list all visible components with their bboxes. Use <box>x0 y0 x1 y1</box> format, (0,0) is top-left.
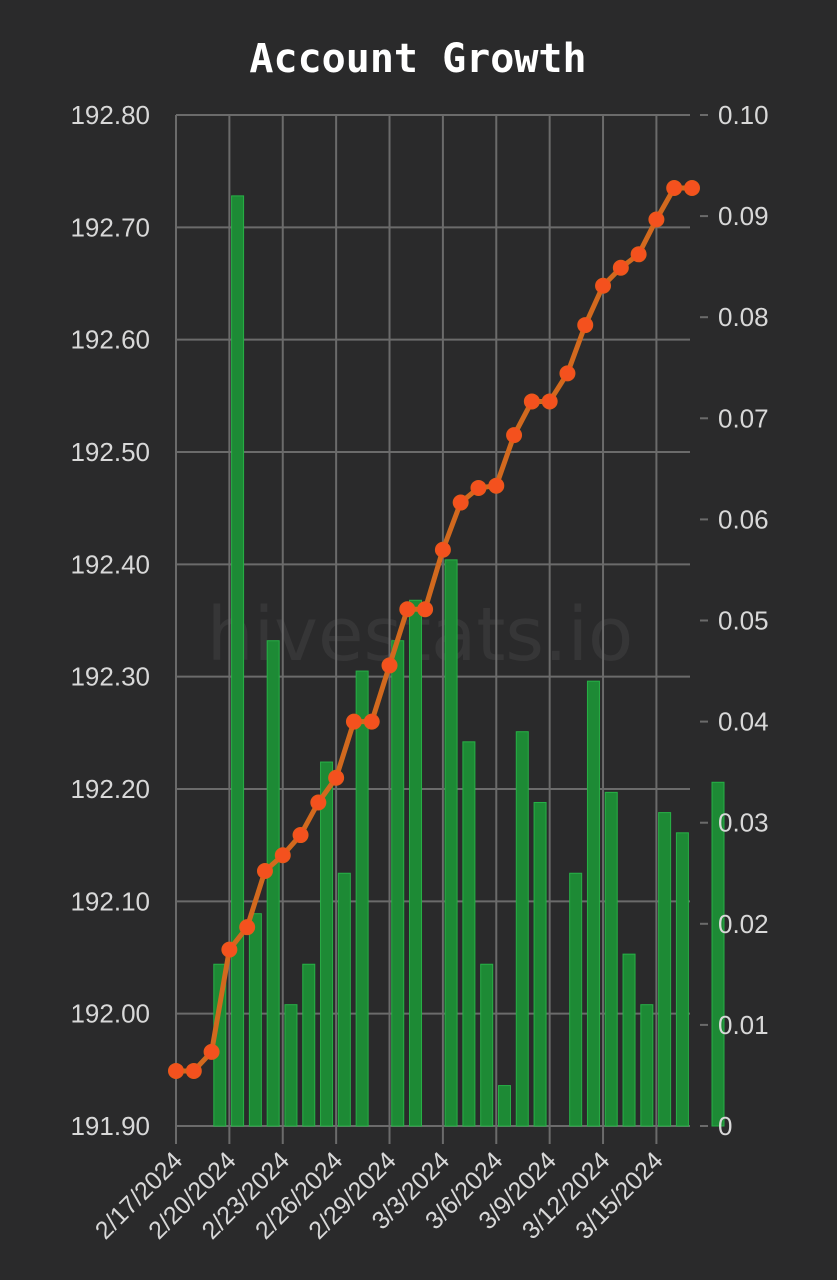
line-point <box>239 919 256 936</box>
bar <box>711 781 725 1127</box>
grid-layer <box>175 114 690 1144</box>
line-point <box>434 541 451 558</box>
line-point <box>559 365 576 382</box>
right-y-tick-label: 0.10 <box>718 100 769 130</box>
line-point <box>523 393 540 410</box>
bar <box>444 559 458 1127</box>
line-point <box>256 863 273 880</box>
right-y-tick-label: 0.03 <box>718 808 769 838</box>
line-point <box>417 601 434 618</box>
left-y-tick-label: 191.90 <box>70 1111 150 1141</box>
bar <box>302 963 316 1127</box>
right-y-tick-label: 0.02 <box>718 909 769 939</box>
left-y-tick-label: 192.10 <box>70 886 150 916</box>
bar <box>658 812 672 1127</box>
bar <box>391 640 405 1127</box>
left-y-tick-label: 192.80 <box>70 100 150 130</box>
line-point <box>221 941 238 958</box>
bar <box>515 731 529 1127</box>
bar <box>355 670 369 1127</box>
line-point <box>648 211 665 228</box>
line-point <box>292 827 309 844</box>
right-y-tick-label: 0.09 <box>718 201 769 231</box>
right-y-tick-label: 0.07 <box>718 403 769 433</box>
bar <box>586 680 600 1127</box>
line-point <box>310 794 327 811</box>
line-point <box>488 477 505 494</box>
bar <box>569 872 583 1127</box>
chart-title: Account Growth <box>249 36 586 82</box>
bar <box>604 791 618 1127</box>
right-y-tick-label: 0.01 <box>718 1010 769 1040</box>
line-point <box>381 657 398 674</box>
bar <box>462 741 476 1127</box>
line-point <box>399 601 416 618</box>
bar <box>320 761 334 1127</box>
left-y-tick-label: 192.00 <box>70 999 150 1029</box>
bar <box>248 913 262 1127</box>
right-y-tick-label: 0.04 <box>718 707 769 737</box>
right-y-tick-label: 0 <box>718 1111 732 1141</box>
bar <box>266 640 280 1127</box>
left-y-tick-label: 192.40 <box>70 549 150 579</box>
right-y-tick-label: 0.06 <box>718 504 769 534</box>
line-point <box>470 479 487 496</box>
right-y-tick-label: 0.05 <box>718 606 769 636</box>
line-point <box>506 427 523 444</box>
line-point <box>541 393 558 410</box>
line-point <box>452 494 469 511</box>
left-y-tick-label: 192.70 <box>70 212 150 242</box>
left-y-tick-label: 192.20 <box>70 774 150 804</box>
bar <box>533 801 547 1127</box>
line-point <box>328 769 345 786</box>
bar <box>497 1085 511 1127</box>
line-point <box>203 1043 220 1060</box>
left-y-tick-label: 192.50 <box>70 437 150 467</box>
bar <box>675 832 689 1127</box>
line-point <box>595 277 612 294</box>
bar <box>622 953 636 1127</box>
line-point <box>684 180 700 197</box>
line-point <box>630 246 647 263</box>
line-point <box>274 847 291 864</box>
line-point <box>168 1062 184 1079</box>
line-point <box>185 1062 202 1079</box>
line-point <box>577 317 594 334</box>
bar <box>231 195 245 1127</box>
bar <box>480 963 494 1127</box>
line-point <box>612 259 629 276</box>
left-y-tick-label: 192.30 <box>70 662 150 692</box>
bar-series <box>213 195 725 1127</box>
bar <box>337 872 351 1127</box>
line-point <box>345 713 362 730</box>
line-point <box>363 713 380 730</box>
line-series <box>168 180 700 1079</box>
left-y-tick-label: 192.60 <box>70 325 150 355</box>
right-y-tick-label: 0.08 <box>718 302 769 332</box>
line-point <box>666 180 683 197</box>
bar <box>409 599 423 1127</box>
bar <box>640 1004 654 1127</box>
bar <box>284 1004 298 1127</box>
